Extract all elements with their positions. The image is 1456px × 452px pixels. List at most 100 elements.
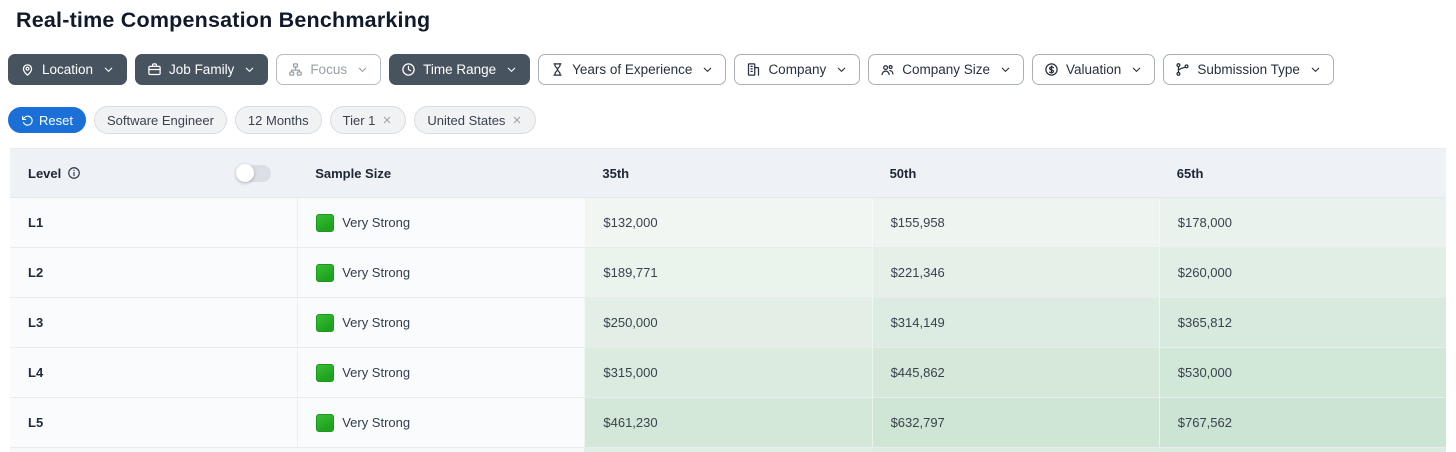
percentile-50-cell: $221,346 — [871, 248, 1159, 297]
filter-button-years-of-experience[interactable]: Years of Experience — [538, 54, 727, 85]
chip-label: Software Engineer — [106, 112, 214, 128]
level-display-toggle[interactable] — [236, 163, 272, 182]
level-cell: L2 — [10, 248, 298, 297]
filter-button-label: Valuation — [1066, 62, 1122, 77]
chevron-down-icon — [356, 63, 369, 76]
filter-bar: Location Job Family Focus Time Range Years o… — [8, 54, 1334, 85]
benchmark-table: Level Sample Size 35th 50th 65th L1 Very … — [10, 148, 1446, 452]
reset-label: Reset — [39, 112, 73, 128]
filter-button-submission-type[interactable]: Submission Type — [1163, 54, 1334, 85]
clock-icon — [401, 62, 416, 77]
sample-size-label: Very Strong — [342, 315, 411, 330]
sitemap-icon — [288, 62, 303, 77]
filter-button-label: Job Family — [169, 62, 235, 77]
table-header-row: Level Sample Size 35th 50th 65th — [10, 149, 1446, 198]
briefcase-icon — [147, 62, 162, 77]
sample-strength-square-icon — [316, 213, 335, 232]
table-row-l5: L5 Very Strong $461,230 $632,797 $767,562 — [10, 398, 1446, 448]
percentile-65-cell: $260,000 — [1158, 248, 1446, 297]
reset-button[interactable]: Reset — [8, 107, 86, 133]
chevron-down-icon — [505, 63, 518, 76]
level-cell: L3 — [10, 298, 298, 347]
sample-strength-square-icon — [316, 263, 335, 282]
filter-chip-12-months: 12 Months — [234, 106, 322, 134]
level-cell: L4 — [10, 348, 298, 397]
applied-filters-bar: Reset Software Engineer 12 Months Tier 1 Un… — [8, 106, 537, 134]
sample-size-cell: Very Strong — [297, 298, 585, 347]
percentile-35-column-header: 35th — [602, 165, 630, 181]
map-pin-icon — [20, 62, 35, 77]
table-row-l4: L4 Very Strong $315,000 $445,862 $530,000 — [10, 348, 1446, 398]
sample-strength-square-icon — [316, 413, 335, 432]
chip-label: United States — [427, 112, 506, 128]
partial-row-percentile-cell — [1158, 448, 1446, 452]
filter-button-job-family[interactable]: Job Family — [135, 54, 269, 85]
filter-button-label: Location — [42, 62, 94, 77]
sample-size-cell: Very Strong — [297, 398, 585, 447]
filter-button-label: Company Size — [902, 62, 991, 77]
partial-row-cell — [297, 448, 585, 452]
percentile-35-cell: $461,230 — [584, 398, 872, 447]
percentile-50-cell: $314,149 — [871, 298, 1159, 347]
percentile-50-cell: $155,958 — [871, 198, 1159, 247]
percentile-50-column-header: 50th — [889, 165, 917, 181]
sample-size-label: Very Strong — [342, 365, 411, 380]
table-row-l2: L2 Very Strong $189,771 $221,346 $260,000 — [10, 248, 1446, 298]
chevron-down-icon — [243, 63, 256, 76]
chevron-down-icon — [701, 63, 714, 76]
chevron-down-icon — [835, 63, 848, 76]
filter-button-label: Years of Experience — [572, 62, 693, 77]
chip-label: Tier 1 — [342, 112, 376, 128]
filter-button-focus[interactable]: Focus — [276, 54, 382, 85]
chevron-down-icon — [1309, 63, 1322, 76]
sample-size-label: Very Strong — [342, 215, 411, 230]
level-header-label: Level — [28, 165, 62, 181]
undo-icon — [21, 114, 34, 127]
sample-size-cell: Very Strong — [297, 198, 585, 247]
sample-size-label: Very Strong — [342, 415, 411, 430]
percentile-50-cell: $445,862 — [871, 348, 1159, 397]
percentile-50-cell: $632,797 — [871, 398, 1159, 447]
sample-size-column-header: Sample Size — [315, 165, 392, 181]
chevron-down-icon — [999, 63, 1012, 76]
users-icon — [880, 62, 895, 77]
chevron-down-icon — [1130, 63, 1143, 76]
percentile-35-cell: $189,771 — [584, 248, 872, 297]
table-row-l3: L3 Very Strong $250,000 $314,149 $365,812 — [10, 298, 1446, 348]
sample-strength-square-icon — [316, 363, 335, 382]
info-icon[interactable] — [67, 166, 81, 180]
percentile-65-column-header: 65th — [1176, 165, 1204, 181]
filter-button-company-size[interactable]: Company Size — [868, 54, 1025, 85]
filter-button-location[interactable]: Location — [8, 54, 128, 85]
close-icon[interactable] — [381, 114, 393, 126]
filter-chip-tier-1[interactable]: Tier 1 — [329, 106, 407, 134]
filter-button-valuation[interactable]: Valuation — [1032, 54, 1156, 85]
page-title: Real-time Compensation Benchmarking — [16, 8, 431, 32]
table-row-l1: L1 Very Strong $132,000 $155,958 $178,000 — [10, 198, 1446, 248]
level-cell: L5 — [10, 398, 298, 447]
filter-button-label: Focus — [310, 62, 348, 77]
partial-row-percentile-cell — [871, 448, 1159, 452]
filter-button-company[interactable]: Company — [734, 54, 861, 85]
percentile-35-cell: $250,000 — [584, 298, 872, 347]
sample-size-cell: Very Strong — [297, 248, 585, 297]
filter-chip-software-engineer: Software Engineer — [93, 106, 227, 134]
percentile-35-cell: $132,000 — [584, 198, 872, 247]
partial-row-percentile-cell — [584, 448, 872, 452]
percentile-35-cell: $315,000 — [584, 348, 872, 397]
close-icon[interactable] — [511, 114, 523, 126]
filter-button-label: Time Range — [423, 62, 497, 77]
sample-size-cell: Very Strong — [297, 348, 585, 397]
branch-icon — [1175, 62, 1190, 77]
percentile-65-cell: $365,812 — [1158, 298, 1446, 347]
level-cell: L1 — [10, 198, 298, 247]
sample-strength-square-icon — [316, 313, 335, 332]
partial-next-row — [10, 448, 1446, 452]
filter-button-time-range[interactable]: Time Range — [389, 54, 531, 85]
filter-chip-united-states[interactable]: United States — [414, 106, 537, 134]
partial-row-cell — [10, 448, 298, 452]
chevron-down-icon — [102, 63, 115, 76]
percentile-65-cell: $767,562 — [1158, 398, 1446, 447]
filter-button-label: Submission Type — [1197, 62, 1300, 77]
